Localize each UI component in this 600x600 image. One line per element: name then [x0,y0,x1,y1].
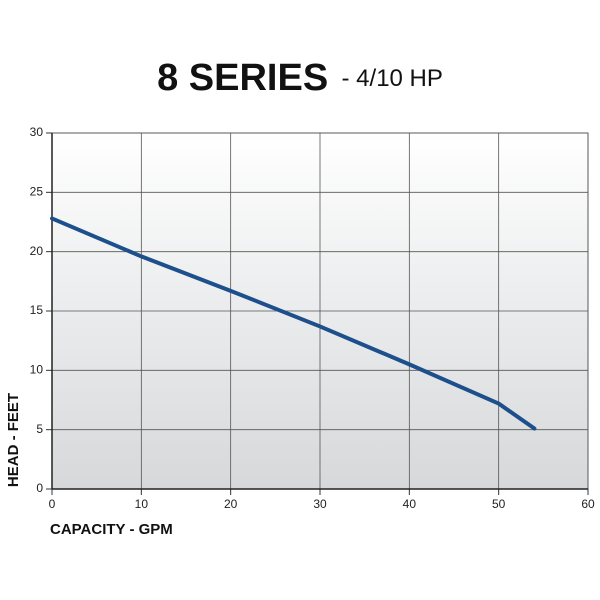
chart-title: 8 SERIES [157,57,328,99]
x-tick-label: 0 [49,497,56,511]
x-axis-label: CAPACITY - GPM [50,521,173,538]
x-tick-label: 50 [492,497,506,511]
data-line [50,216,537,431]
chart-heading: 8 SERIES - 4/10 HP [157,57,443,99]
y-tick-label: 30 [30,125,44,139]
y-tick-label: 20 [30,244,44,258]
x-tick-label: 30 [313,497,327,511]
x-tick-label: 60 [581,497,595,511]
x-tick-label: 10 [135,497,149,511]
chart-subtitle: - 4/10 HP [342,65,443,92]
y-tick-label: 15 [30,303,44,317]
y-tick-label: 5 [36,422,43,436]
x-tick-label: 20 [224,497,238,511]
y-axis-label: HEAD - FEET [5,393,22,487]
y-tick-label: 10 [30,363,44,377]
y-tick-label: 0 [36,481,43,495]
y-tick-label: 25 [30,185,44,199]
x-tick-label: 40 [403,497,417,511]
